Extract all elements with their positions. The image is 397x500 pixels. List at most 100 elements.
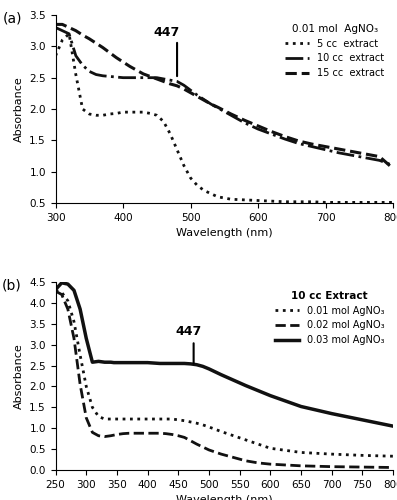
5 cc  extract <box>377 200 382 205</box>
0.03 mol AgNO₃ <box>206 366 211 372</box>
0.03 mol AgNO₃ <box>194 362 199 368</box>
10 cc  extract <box>127 74 132 80</box>
10 cc  extract <box>168 77 173 83</box>
15 cc  extract <box>73 28 78 34</box>
15 cc  extract <box>114 54 119 60</box>
0.02 mol AgNO₃ <box>59 292 64 298</box>
5 cc  extract <box>87 111 92 117</box>
0.03 mol AgNO₃ <box>151 360 156 366</box>
0.03 mol AgNO₃ <box>59 280 64 286</box>
0.01 mol AgNO₃ <box>194 420 199 426</box>
10 cc  extract <box>181 82 186 88</box>
0.02 mol AgNO₃ <box>231 454 236 460</box>
0.02 mol AgNO₃ <box>299 463 303 469</box>
15 cc  extract <box>242 118 247 124</box>
0.02 mol AgNO₃ <box>268 461 273 467</box>
15 cc  extract <box>67 24 71 30</box>
0.01 mol AgNO₃ <box>127 416 131 422</box>
5 cc  extract <box>296 199 301 205</box>
0.03 mol AgNO₃ <box>219 372 224 378</box>
0.02 mol AgNO₃ <box>90 430 95 436</box>
5 cc  extract <box>114 110 119 116</box>
15 cc  extract <box>175 83 179 89</box>
0.02 mol AgNO₃ <box>78 382 83 388</box>
0.01 mol AgNO₃ <box>360 452 365 458</box>
0.03 mol AgNO₃ <box>115 360 119 366</box>
10 cc  extract <box>195 92 200 98</box>
0.02 mol AgNO₃ <box>108 432 113 438</box>
15 cc  extract <box>87 36 92 42</box>
15 cc  extract <box>269 128 274 134</box>
5 cc  extract <box>391 200 395 205</box>
Line: 0.01 mol AgNO₃: 0.01 mol AgNO₃ <box>56 290 393 456</box>
0.01 mol AgNO₃ <box>90 404 95 410</box>
15 cc  extract <box>80 32 85 38</box>
Text: (a): (a) <box>2 11 22 25</box>
5 cc  extract <box>67 31 71 37</box>
0.01 mol AgNO₃ <box>59 290 64 296</box>
0.01 mol AgNO₃ <box>243 437 248 443</box>
0.01 mol AgNO₃ <box>66 298 70 304</box>
10 cc  extract <box>148 74 152 80</box>
5 cc  extract <box>256 198 260 203</box>
0.01 mol AgNO₃ <box>115 416 119 422</box>
Line: 5 cc  extract: 5 cc extract <box>56 34 393 202</box>
10 cc  extract <box>53 24 58 30</box>
0.01 mol AgNO₃ <box>133 416 138 422</box>
0.02 mol AgNO₃ <box>219 451 224 457</box>
5 cc  extract <box>181 162 186 168</box>
5 cc  extract <box>283 199 287 205</box>
5 cc  extract <box>310 199 314 205</box>
0.03 mol AgNO₃ <box>188 361 193 367</box>
0.01 mol AgNO₃ <box>219 428 224 434</box>
10 cc  extract <box>161 76 166 82</box>
5 cc  extract <box>161 118 166 124</box>
15 cc  extract <box>148 74 152 80</box>
Text: 447: 447 <box>175 326 202 338</box>
15 cc  extract <box>310 141 314 147</box>
5 cc  extract <box>242 197 247 203</box>
15 cc  extract <box>364 151 368 157</box>
0.03 mol AgNO₃ <box>71 288 76 294</box>
Line: 0.02 mol AgNO₃: 0.02 mol AgNO₃ <box>56 291 393 468</box>
15 cc  extract <box>53 22 58 28</box>
10 cc  extract <box>215 105 220 111</box>
10 cc  extract <box>364 155 368 161</box>
0.03 mol AgNO₃ <box>170 360 175 366</box>
0.01 mol AgNO₃ <box>145 416 150 422</box>
0.01 mol AgNO₃ <box>71 318 76 324</box>
5 cc  extract <box>107 111 112 117</box>
5 cc  extract <box>134 109 139 115</box>
0.03 mol AgNO₃ <box>200 364 205 370</box>
10 cc  extract <box>114 74 119 80</box>
0.03 mol AgNO₃ <box>158 360 162 366</box>
0.01 mol AgNO₃ <box>53 288 58 294</box>
15 cc  extract <box>229 111 233 117</box>
0.02 mol AgNO₃ <box>127 430 131 436</box>
0.03 mol AgNO₃ <box>360 417 365 423</box>
15 cc  extract <box>181 86 186 92</box>
0.02 mol AgNO₃ <box>121 430 125 436</box>
0.03 mol AgNO₃ <box>121 360 125 366</box>
X-axis label: Wavelength (nm): Wavelength (nm) <box>176 228 273 238</box>
0.01 mol AgNO₃ <box>231 432 236 438</box>
15 cc  extract <box>283 134 287 140</box>
10 cc  extract <box>80 62 85 68</box>
5 cc  extract <box>127 109 132 115</box>
10 cc  extract <box>202 96 206 102</box>
0.02 mol AgNO₃ <box>200 444 205 450</box>
0.01 mol AgNO₃ <box>188 419 193 425</box>
0.03 mol AgNO₃ <box>139 360 144 366</box>
15 cc  extract <box>215 104 220 110</box>
Legend: 5 cc  extract, 10 cc  extract, 15 cc  extract: 5 cc extract, 10 cc extract, 15 cc extra… <box>281 20 388 82</box>
15 cc  extract <box>154 76 159 82</box>
15 cc  extract <box>134 67 139 73</box>
15 cc  extract <box>127 64 132 70</box>
0.02 mol AgNO₃ <box>360 464 365 470</box>
10 cc  extract <box>60 28 65 34</box>
0.02 mol AgNO₃ <box>206 447 211 453</box>
0.02 mol AgNO₃ <box>66 306 70 312</box>
5 cc  extract <box>188 175 193 181</box>
0.02 mol AgNO₃ <box>391 464 395 470</box>
0.03 mol AgNO₃ <box>66 281 70 287</box>
